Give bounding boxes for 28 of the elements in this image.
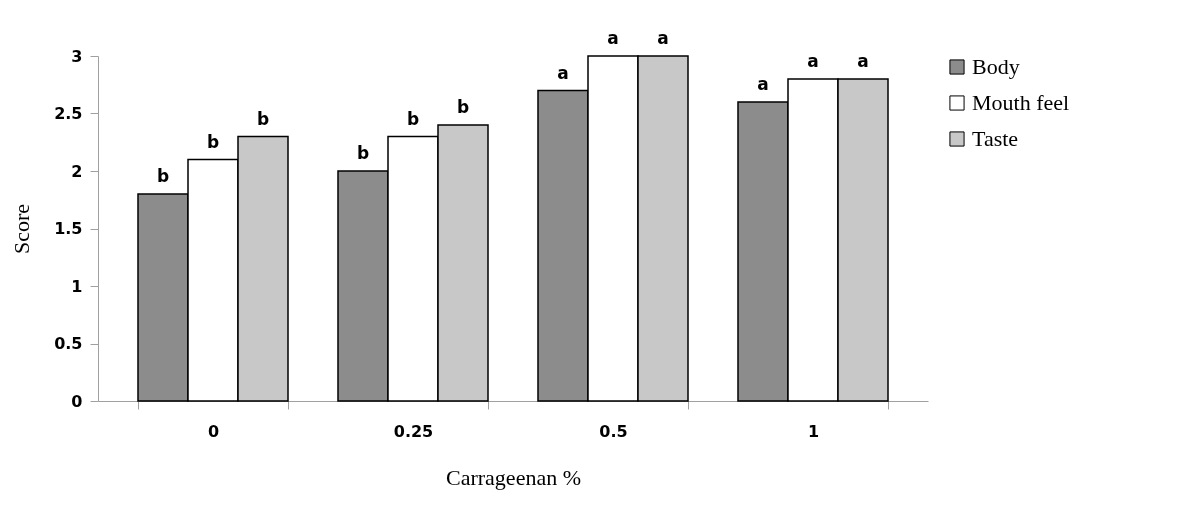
data-label: a <box>807 51 819 71</box>
legend-label: Mouth feel <box>972 90 1070 115</box>
data-label: a <box>657 28 669 48</box>
x-axis-title: Carrageenan % <box>446 464 581 490</box>
data-label: a <box>857 51 869 71</box>
y-tick-label: 0.5 <box>54 334 83 353</box>
data-label: b <box>456 97 470 117</box>
y-tick-label: 0 <box>71 391 83 411</box>
y-axis-title: Score <box>9 203 35 255</box>
y-tick-label: 1.5 <box>54 219 83 238</box>
x-tick-label: 0.5 <box>599 421 628 441</box>
x-tick-label: 1 <box>807 421 820 441</box>
data-label: b <box>356 143 370 163</box>
data-label: b <box>156 166 170 186</box>
legend-label: Body <box>972 54 1020 79</box>
y-tick-label: 1 <box>71 276 83 296</box>
y-tick-label: 2 <box>71 161 83 181</box>
y-tick-label: 2.5 <box>54 104 83 123</box>
data-label: b <box>406 108 420 129</box>
x-tick-label: 0 <box>207 421 220 441</box>
data-label: b <box>206 131 220 152</box>
data-label: a <box>757 74 769 94</box>
data-label: a <box>607 28 619 48</box>
data-label: b <box>256 108 270 129</box>
x-tick-label: 0.25 <box>393 421 434 441</box>
legend-label: Taste <box>972 126 1019 151</box>
y-tick-label: 3 <box>71 46 83 66</box>
data-label: a <box>557 62 569 83</box>
